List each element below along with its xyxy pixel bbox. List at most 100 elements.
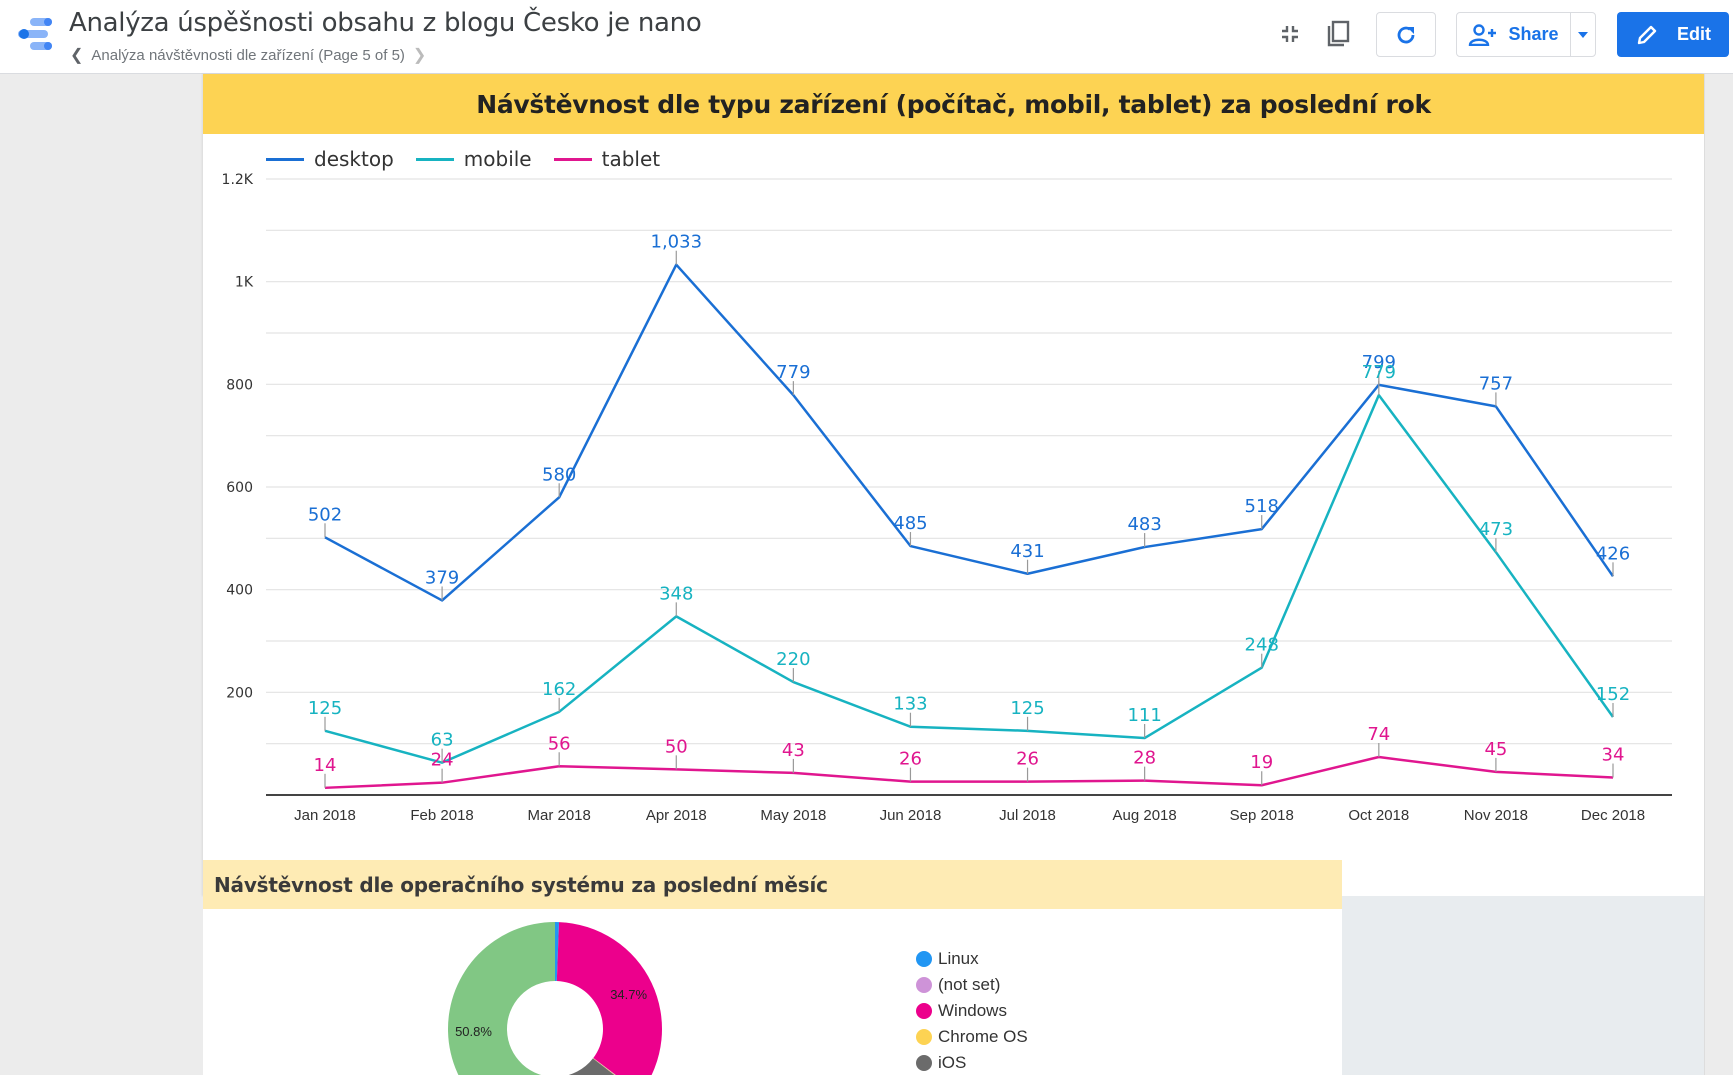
dropdown-arrow-icon [1578, 31, 1588, 38]
y-tick-label: 1.2K [222, 172, 254, 188]
data-label-desktop: 518 [1245, 496, 1279, 517]
series-line-tablet[interactable] [324, 755, 1614, 790]
data-label-mobile: 779 [1362, 362, 1396, 383]
data-label-tablet: 34 [1602, 745, 1625, 766]
donut-slice[interactable] [448, 922, 560, 1075]
os-chart-panel: Návštěvnost dle operačního systému za po… [203, 860, 1342, 1075]
data-label-tablet: 26 [1016, 749, 1039, 770]
breadcrumb-page[interactable]: Analýza návštěvnosti dle zařízení (Page … [91, 46, 405, 64]
data-label-desktop: 1,033 [651, 232, 703, 253]
y-tick-label: 400 [226, 583, 253, 599]
edit-button[interactable]: Edit [1617, 12, 1729, 57]
data-label-desktop: 502 [308, 504, 342, 525]
os-legend-item[interactable]: Linux [916, 948, 1028, 969]
os-section-title: Návštěvnost dle operačního systému za po… [203, 860, 1342, 909]
data-label-desktop: 431 [1010, 541, 1044, 562]
data-label-desktop: 799 [1362, 352, 1396, 373]
x-tick-label: Mar 2018 [527, 807, 590, 824]
fullscreen-exit-button[interactable] [1272, 14, 1308, 54]
data-label-mobile: 111 [1127, 705, 1161, 726]
x-tick-label: Sep 2018 [1230, 807, 1294, 824]
data-label-desktop: 379 [425, 567, 459, 588]
data-label-mobile: 152 [1596, 684, 1630, 705]
donut-slice[interactable] [555, 922, 560, 982]
device-line-chart[interactable]: 200 400 600 800 1K 1.2K Jan 2018 Feb 2018 Mar 20… [203, 74, 1704, 896]
legend-item-desktop[interactable]: desktop [266, 147, 394, 171]
data-label-mobile: 63 [431, 730, 454, 751]
os-legend-item[interactable]: iOS [916, 1052, 1028, 1073]
data-studio-logo[interactable] [16, 16, 56, 52]
device-chart-panel: Návštěvnost dle typu zařízení (počítač, … [203, 74, 1704, 896]
scroll-gutter [1704, 74, 1733, 1075]
device-section-title: Návštěvnost dle typu zařízení (počítač, … [203, 74, 1704, 134]
os-donut-chart[interactable]: 34.7% 50.8% [203, 860, 1342, 1075]
legend-label: mobile [463, 147, 532, 171]
y-tick-label: 800 [226, 377, 253, 393]
legend-dot-icon [916, 1054, 932, 1071]
data-label-desktop: 483 [1127, 514, 1161, 535]
add-person-icon [1469, 23, 1497, 46]
top-bar: Analýza úspěšnosti obsahu z blogu Česko … [0, 0, 1733, 74]
os-legend-item[interactable]: Chrome OS [916, 1026, 1028, 1047]
share-button-group: Share [1456, 12, 1596, 57]
y-tick-label: 600 [226, 480, 253, 496]
os-legend-label: iOS [938, 1052, 967, 1072]
share-dropdown-button[interactable] [1571, 13, 1595, 56]
data-label-tablet: 50 [665, 736, 688, 757]
series-line-mobile[interactable] [324, 393, 1615, 764]
refresh-button[interactable] [1376, 12, 1436, 57]
legend-dot-icon [916, 1028, 932, 1045]
data-label-mobile: 248 [1245, 635, 1279, 656]
x-tick-label: May 2018 [760, 807, 826, 824]
chevron-right-icon[interactable]: ❯ [412, 47, 427, 64]
legend-swatch-mobile [415, 157, 454, 161]
os-legend: Linux (not set) Windows Chrome OS iOS [916, 948, 1028, 1073]
x-tick-label: Jan 2018 [294, 807, 356, 824]
legend-swatch-tablet [553, 157, 592, 161]
copy-icon [1327, 20, 1350, 47]
os-legend-item[interactable]: (not set) [916, 974, 1028, 995]
data-label-tablet: 19 [1250, 752, 1273, 773]
donut-slice[interactable] [556, 922, 662, 1075]
copy-report-button[interactable] [1321, 14, 1357, 54]
data-label-desktop: 779 [776, 362, 810, 383]
legend-item-mobile[interactable]: mobile [415, 147, 532, 171]
legend-swatch-desktop [266, 157, 304, 161]
report-title[interactable]: Analýza úspěšnosti obsahu z blogu Česko … [69, 8, 702, 38]
refresh-icon [1397, 26, 1415, 43]
donut-slice[interactable] [593, 1057, 640, 1075]
share-label: Share [1508, 24, 1559, 44]
data-label-mobile: 348 [659, 583, 693, 604]
panel-background [1342, 860, 1704, 896]
legend-dot-icon [916, 976, 932, 993]
data-label-mobile: 125 [308, 698, 342, 719]
data-label-tablet: 43 [782, 740, 805, 761]
data-label-mobile: 125 [1010, 698, 1044, 719]
data-label-tablet: 24 [431, 750, 454, 771]
os-legend-item[interactable]: Windows [916, 1000, 1028, 1021]
x-tick-label: Feb 2018 [410, 807, 473, 824]
os-legend-label: Windows [938, 1000, 1007, 1020]
chart-legend: desktop mobile tablet [266, 147, 660, 171]
series-line-desktop[interactable] [324, 263, 1615, 602]
data-label-tablet: 56 [548, 733, 571, 754]
share-button[interactable]: Share [1457, 13, 1571, 56]
data-label-desktop: 580 [542, 464, 576, 485]
y-tick-label: 1K [235, 275, 254, 291]
data-label-desktop: 757 [1479, 373, 1513, 394]
donut-slice[interactable] [592, 1058, 640, 1075]
legend-item-tablet[interactable]: tablet [553, 147, 660, 171]
data-label-mobile: 133 [893, 694, 927, 715]
data-label-tablet: 28 [1133, 748, 1156, 769]
os-legend-label: Chrome OS [938, 1026, 1028, 1046]
x-tick-label: Jun 2018 [880, 807, 942, 824]
chevron-left-icon[interactable]: ❮ [70, 47, 84, 64]
y-tick-label: 200 [226, 685, 253, 701]
donut-slice[interactable] [557, 1058, 639, 1075]
breadcrumb: ❮ Analýza návštěvnosti dle zařízení (Pag… [70, 45, 426, 65]
empty-canvas-area [1342, 896, 1704, 1075]
os-legend-label: (not set) [938, 974, 1001, 994]
slice-label: 50.8% [455, 1024, 492, 1039]
data-label-tablet: 74 [1367, 724, 1390, 745]
x-tick-label: Dec 2018 [1581, 807, 1645, 824]
